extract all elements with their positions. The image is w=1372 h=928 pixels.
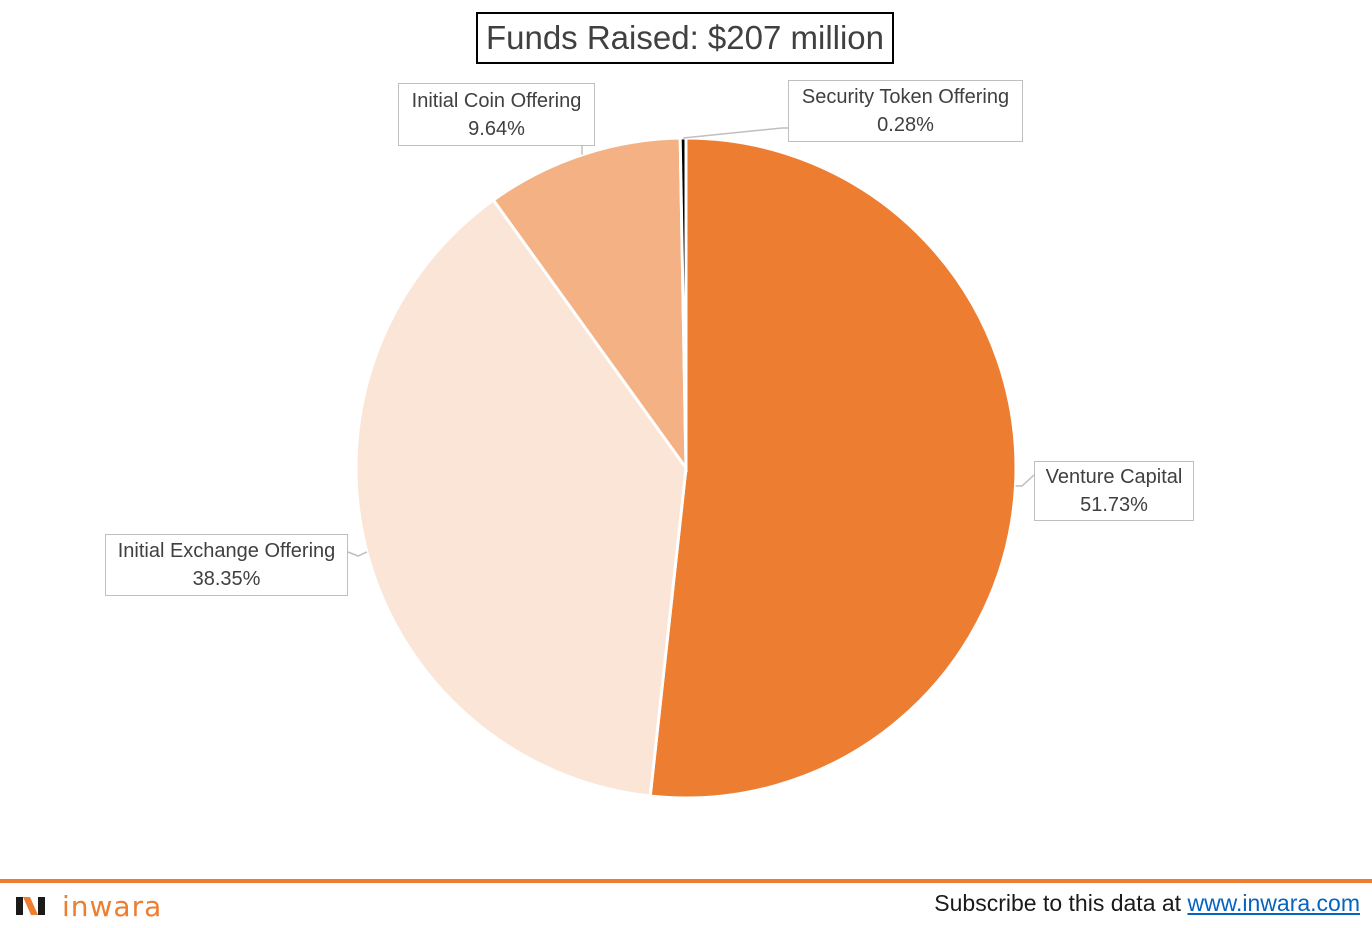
data-label-security-token-offering: Security Token Offering 0.28% xyxy=(788,80,1023,142)
leader-line-security-token-offering xyxy=(683,127,788,139)
data-label-name: Initial Exchange Offering xyxy=(117,540,336,562)
data-label-name: Initial Coin Offering xyxy=(411,89,582,112)
subscribe-link[interactable]: www.inwara.com xyxy=(1187,890,1360,916)
data-label-value: 0.28% xyxy=(877,114,934,136)
data-label-venture-capital: Venture Capital 51.73% xyxy=(1034,461,1194,521)
data-label-value: 38.35% xyxy=(192,568,261,590)
data-label-value: 9.64% xyxy=(468,117,525,140)
subscribe-text: Subscribe to this data at xyxy=(934,890,1188,916)
leader-line-initial-exchange-offering xyxy=(347,551,368,557)
subscribe-note: Subscribe to this data at www.inwara.com xyxy=(934,890,1360,917)
brand-name: inwara xyxy=(62,889,163,923)
data-label-initial-coin-offering: Initial Coin Offering 9.64% xyxy=(398,83,595,146)
leader-lines xyxy=(347,127,1035,557)
leader-line-venture-capital xyxy=(1015,474,1035,487)
data-label-name: Venture Capital xyxy=(1045,466,1183,488)
chart-title: Funds Raised: $207 million xyxy=(476,12,894,64)
pie-slices xyxy=(354,136,1018,800)
data-label-initial-exchange-offering: Initial Exchange Offering 38.35% xyxy=(105,534,348,596)
inwara-logo-icon xyxy=(16,897,45,915)
brand-logo: inwara xyxy=(16,888,162,924)
pie-slice-initial-exchange-offering xyxy=(354,197,688,798)
pie-chart xyxy=(347,127,1035,800)
pie-slice-venture-capital xyxy=(648,136,1018,800)
data-label-value: 51.73% xyxy=(1080,494,1148,516)
data-label-name: Security Token Offering xyxy=(801,86,1010,108)
footer-divider xyxy=(0,879,1372,883)
